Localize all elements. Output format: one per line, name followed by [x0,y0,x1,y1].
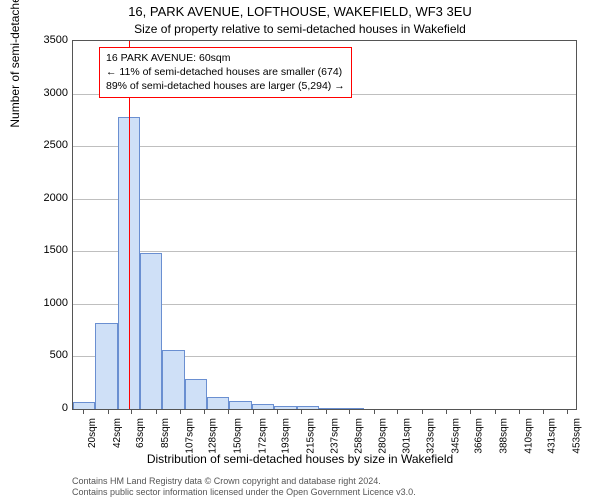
x-tick-mark [108,410,109,414]
x-tick-mark [543,410,544,414]
x-tick-mark [228,410,229,414]
annotation-line-3: 89% of semi-detached houses are larger (… [106,79,345,93]
x-tick-mark [180,410,181,414]
histogram-bar [185,379,207,409]
y-tick-label: 500 [8,349,68,361]
y-tick-label: 2000 [8,192,68,204]
gridline [73,199,576,200]
x-tick-label: 107sqm [184,418,195,454]
histogram-bar [341,408,363,409]
x-tick-mark [326,410,327,414]
gridline [73,251,576,252]
histogram-bar [274,406,296,409]
histogram-bar [319,408,341,409]
y-tick-label: 0 [8,402,68,414]
x-tick-label: 301sqm [401,418,412,454]
credits-line-2: Contains public sector information licen… [72,487,416,498]
x-tick-label: 85sqm [160,418,171,448]
x-tick-label: 388sqm [499,418,510,454]
y-tick-label: 1000 [8,297,68,309]
x-tick-mark [204,410,205,414]
x-tick-mark [83,410,84,414]
x-tick-mark [495,410,496,414]
histogram-bar [297,406,319,409]
x-tick-label: 215sqm [305,418,316,454]
x-tick-mark [519,410,520,414]
x-tick-mark [277,410,278,414]
x-tick-label: 128sqm [208,418,219,454]
x-tick-mark [397,410,398,414]
x-tick-label: 280sqm [378,418,389,454]
histogram-bar [252,404,274,409]
x-tick-label: 42sqm [112,418,123,448]
x-tick-mark [349,410,350,414]
annotation-line-1: 16 PARK AVENUE: 60sqm [106,51,345,65]
x-tick-label: 193sqm [281,418,292,454]
chart-container: 16, PARK AVENUE, LOFTHOUSE, WAKEFIELD, W… [0,0,600,500]
x-axis-label: Distribution of semi-detached houses by … [0,452,600,466]
x-tick-label: 366sqm [474,418,485,454]
credits-block: Contains HM Land Registry data © Crown c… [72,476,416,499]
x-tick-mark [156,410,157,414]
y-tick-label: 2500 [8,139,68,151]
y-tick-label: 3000 [8,87,68,99]
annotation-line-2: ← 11% of semi-detached houses are smalle… [106,65,345,79]
x-tick-label: 453sqm [571,418,582,454]
x-tick-mark [253,410,254,414]
annotation-box: 16 PARK AVENUE: 60sqm ← 11% of semi-deta… [99,47,352,98]
y-tick-label: 3500 [8,34,68,46]
x-tick-label: 237sqm [330,418,341,454]
x-tick-mark [374,410,375,414]
histogram-bar [229,401,251,409]
chart-title-main: 16, PARK AVENUE, LOFTHOUSE, WAKEFIELD, W… [0,4,600,19]
y-axis-label: Number of semi-detached properties [8,0,22,128]
gridline [73,146,576,147]
histogram-bar [95,323,117,409]
chart-title-sub: Size of property relative to semi-detach… [0,22,600,36]
x-tick-label: 410sqm [523,418,534,454]
x-tick-label: 258sqm [353,418,364,454]
histogram-bar [140,253,162,409]
x-tick-mark [567,410,568,414]
x-tick-mark [446,410,447,414]
x-tick-label: 323sqm [426,418,437,454]
x-tick-mark [422,410,423,414]
credits-line-1: Contains HM Land Registry data © Crown c… [72,476,416,487]
histogram-bar [162,350,184,409]
x-tick-label: 345sqm [450,418,461,454]
histogram-bar [73,402,95,409]
x-tick-mark [470,410,471,414]
histogram-bar [207,397,229,409]
x-tick-label: 20sqm [87,418,98,448]
x-tick-label: 63sqm [135,418,146,448]
plot-area: 16 PARK AVENUE: 60sqm ← 11% of semi-deta… [72,40,577,410]
x-tick-mark [301,410,302,414]
x-tick-label: 431sqm [547,418,558,454]
x-tick-mark [131,410,132,414]
y-tick-label: 1500 [8,244,68,256]
x-tick-label: 150sqm [232,418,243,454]
x-tick-label: 172sqm [257,418,268,454]
